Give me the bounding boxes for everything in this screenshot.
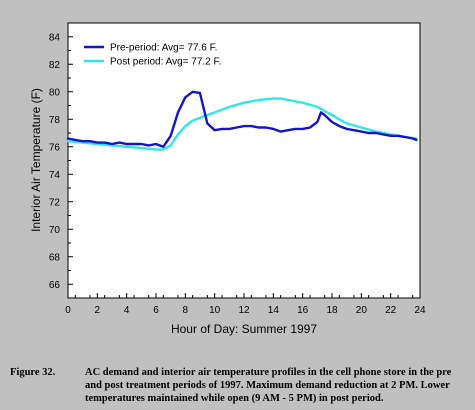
y-tick-label: 84 xyxy=(49,32,61,43)
y-tick-label: 66 xyxy=(49,280,61,291)
x-tick-label: 10 xyxy=(209,305,221,316)
y-tick-label: 72 xyxy=(49,197,61,208)
y-tick-label: 70 xyxy=(49,225,61,236)
x-tick-label: 22 xyxy=(385,305,397,316)
x-tick-label: 16 xyxy=(297,305,309,316)
x-tick-label: 20 xyxy=(356,305,368,316)
y-tick-label: 82 xyxy=(49,60,61,71)
x-tick-label: 12 xyxy=(238,305,250,316)
y-tick-label: 80 xyxy=(49,87,61,98)
plot-frame xyxy=(67,22,421,299)
x-tick-label: 6 xyxy=(153,305,159,316)
x-tick-label: 0 xyxy=(65,305,71,316)
series-line-post-period xyxy=(66,97,418,151)
y-tick-label: 76 xyxy=(49,142,61,153)
y-tick-label: 78 xyxy=(49,115,61,126)
y-tick-label: 68 xyxy=(49,252,61,263)
series-line-pre-period xyxy=(66,90,418,149)
x-tick-label: 24 xyxy=(414,305,426,316)
x-axis-label: Hour of Day: Summer 1997 xyxy=(171,322,317,336)
legend-label: Post period: Avg= 77.2 F. xyxy=(110,57,221,68)
x-tick-label: 8 xyxy=(183,305,189,316)
y-axis-label: Interior Air Temperature (F) xyxy=(29,88,43,232)
caption-number: Figure 32. xyxy=(10,367,56,378)
x-tick-label: 14 xyxy=(268,305,280,316)
x-tick-label: 2 xyxy=(95,305,101,316)
y-tick-label: 74 xyxy=(49,170,61,181)
x-tick-label: 18 xyxy=(326,305,338,316)
legend-label: Pre-period: Avg= 77.6 F. xyxy=(110,43,217,54)
caption-text: AC demand and interior air temperature p… xyxy=(85,367,452,404)
x-tick-label: 4 xyxy=(124,305,130,316)
